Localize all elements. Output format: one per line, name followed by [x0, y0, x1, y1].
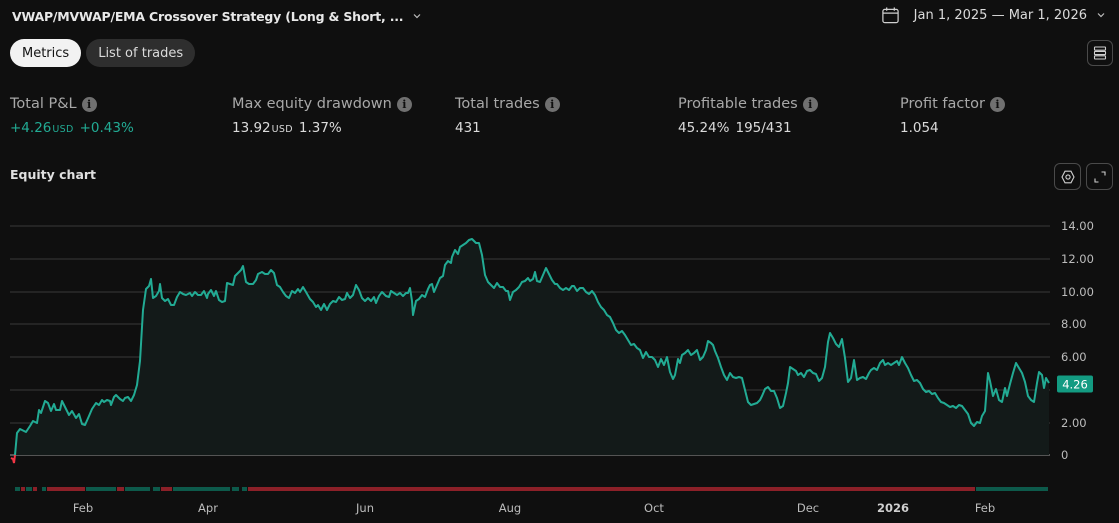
metric-total-trades: Total trades i 431 — [455, 94, 560, 138]
strategy-selector[interactable]: VWAP/MVWAP/EMA Crossover Strategy (Long … — [12, 6, 423, 26]
layout-menu-button[interactable] — [1087, 40, 1113, 66]
info-icon[interactable]: i — [989, 96, 1005, 112]
strategy-title: VWAP/MVWAP/EMA Crossover Strategy (Long … — [12, 8, 404, 24]
expand-icon — [1093, 170, 1106, 183]
x-axis-tick: Aug — [498, 501, 522, 515]
y-axis-tick: 14.00 — [1061, 219, 1094, 233]
settings-hex-icon — [1060, 170, 1075, 183]
x-axis-tick: Jun — [356, 501, 374, 515]
metric-secondary: +0.43% — [79, 120, 134, 136]
initial-loss-segment — [10, 454, 16, 464]
equity-chart[interactable]: 14.00 12.00 10.00 8.00 6.00 2.00 0 4.26 … — [0, 195, 1119, 523]
info-icon[interactable]: i — [81, 96, 97, 112]
metric-value: 431 — [455, 120, 481, 136]
y-axis-tick: 10.00 — [1061, 285, 1094, 299]
metric-label: Profit factor — [900, 96, 985, 112]
y-axis-tick: 12.00 — [1061, 252, 1094, 266]
chart-toolbar — [1054, 163, 1113, 190]
metric-unit: USD — [271, 124, 293, 135]
equity-area — [15, 239, 1049, 455]
y-axis-tick: 0 — [1061, 448, 1069, 462]
metric-label: Total P&L — [10, 96, 77, 112]
metric-value: 45.24% — [678, 120, 730, 136]
metric-secondary: 1.37% — [298, 120, 342, 136]
chevron-down-icon — [411, 10, 423, 22]
equity-line — [14, 238, 1050, 456]
x-axis-tick: Feb — [974, 501, 996, 515]
calendar-icon — [881, 6, 900, 25]
metric-label: Profitable trades — [678, 96, 798, 112]
metric-secondary: 195/431 — [735, 120, 792, 136]
chart-settings-button[interactable] — [1054, 163, 1081, 190]
tab-bar: Metrics List of trades — [10, 39, 196, 67]
info-icon[interactable]: i — [544, 96, 560, 112]
date-range-selector[interactable]: Jan 1, 2025 — Mar 1, 2026 — [881, 4, 1107, 26]
metric-value: +4.26 — [10, 120, 52, 136]
x-axis-tick: Feb — [72, 501, 94, 515]
info-icon[interactable]: i — [802, 96, 818, 112]
metric-profit-factor: Profit factor i 1.054 — [900, 94, 1005, 138]
equity-chart-plot — [10, 225, 1050, 491]
metric-unit: USD — [52, 124, 74, 135]
metric-label: Total trades — [455, 96, 540, 112]
metric-profitable-trades: Profitable trades i 45.24% 195/431 — [678, 94, 818, 138]
rows-icon — [1093, 46, 1107, 60]
equity-chart-title: Equity chart — [10, 167, 97, 182]
tab-metrics[interactable]: Metrics — [10, 39, 82, 67]
y-axis-tick: 6.00 — [1061, 350, 1087, 364]
x-axis-tick: 2026 — [876, 501, 910, 515]
x-axis-tick: Dec — [796, 501, 820, 515]
current-value-tag: 4.26 — [1057, 375, 1093, 393]
metric-total-pnl: Total P&L i +4.26 USD +0.43% — [10, 94, 134, 138]
y-axis-tick: 8.00 — [1061, 317, 1087, 331]
x-axis-tick: Oct — [644, 501, 664, 515]
metrics-summary: Total P&L i +4.26 USD +0.43% Max equity dr… — [10, 94, 1119, 144]
trade-results-bar — [15, 487, 1048, 491]
info-icon[interactable]: i — [396, 96, 412, 112]
metric-max-drawdown: Max equity drawdown i 13.92 USD 1.37% — [232, 94, 412, 138]
metric-value: 13.92 — [232, 120, 271, 136]
chart-fullscreen-button[interactable] — [1086, 163, 1113, 190]
tab-list-of-trades[interactable]: List of trades — [86, 39, 196, 67]
chevron-down-icon — [1095, 9, 1107, 21]
x-axis-tick: Apr — [198, 501, 218, 515]
date-range-text: Jan 1, 2025 — Mar 1, 2026 — [913, 7, 1087, 23]
metric-value: 1.054 — [900, 120, 939, 136]
metric-label: Max equity drawdown — [232, 96, 392, 112]
y-axis-tick: 2.00 — [1061, 416, 1087, 430]
